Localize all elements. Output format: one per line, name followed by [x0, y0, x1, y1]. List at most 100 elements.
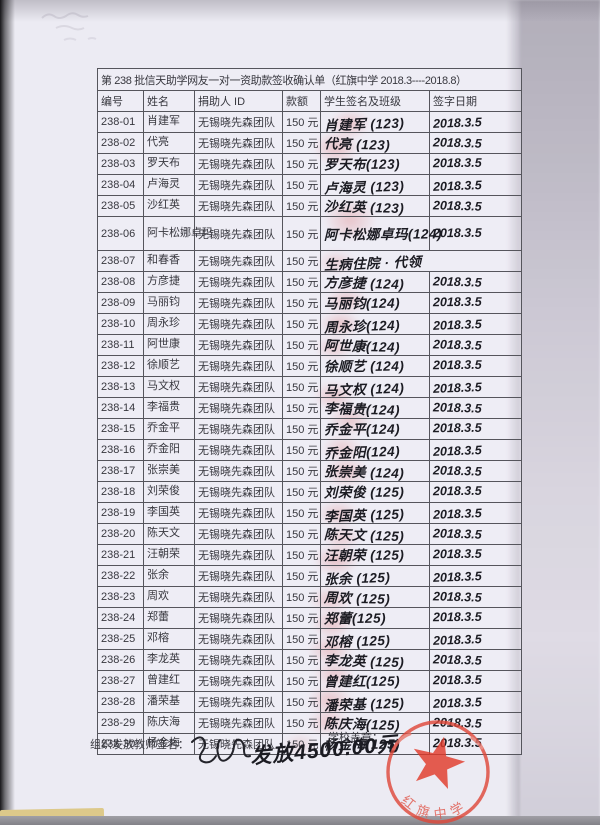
star-icon: [413, 736, 466, 790]
signature-date: 2018.3.5: [432, 135, 482, 151]
row-donor: 无锡晓先森团队: [194, 607, 283, 629]
table-row: 238-04 卢海灵 无锡晓先森团队 150 元 卢海灵 (123) 2018.…: [97, 174, 523, 197]
row-name: 潘荣基: [143, 691, 195, 713]
student-signature: 周欢 (125): [323, 590, 391, 607]
signature-date: 2018.3.5: [432, 400, 482, 416]
stamp-arc-text: 红旗中学: [397, 784, 472, 825]
row-amount: 150 元: [282, 376, 321, 398]
row-date-cell: 2018.3.5: [428, 586, 523, 608]
signature-date: 2018.3.5: [432, 420, 482, 436]
table-row: 238-30 杨金梅 无锡晓先森团队 150 元 杨金梅(125) 2018.3…: [97, 733, 523, 755]
row-signature-cell: 郑蕾(125): [320, 607, 430, 629]
student-signature: 阿卡松娜卓玛(124): [323, 225, 443, 243]
table-row: 238-08 方彦捷 无锡晓先森团队 150 元 方彦捷 (124) 2018.…: [97, 271, 523, 293]
row-id: 238-25: [97, 628, 144, 650]
student-signature: 徐顺艺 (124): [323, 358, 405, 375]
row-amount: 150 元: [282, 670, 321, 692]
row-amount: 150 元: [282, 502, 321, 524]
row-name: 周永珍: [143, 313, 195, 335]
student-signature: 罗天布(123): [323, 156, 401, 173]
row-id: 238-20: [97, 523, 144, 545]
signature-date: 2018.3.5: [432, 463, 482, 479]
row-amount: 150 元: [282, 628, 321, 650]
student-signature: 沙红英 (123): [323, 198, 405, 217]
row-amount: 150 元: [282, 544, 321, 566]
table-row: 238-23 周欢 无锡晓先森团队 150 元 周欢 (125) 2018.3.…: [97, 586, 523, 608]
row-signature-cell: 乔金阳(124): [320, 439, 430, 461]
scan-edge-bottom: [0, 816, 600, 825]
row-id: 238-21: [97, 544, 144, 566]
row-signature-cell: 方彦捷 (124): [320, 271, 430, 293]
row-name: 李国英: [143, 502, 195, 524]
row-donor: 无锡晓先森团队: [194, 586, 283, 608]
row-name: 陈庆海: [143, 712, 195, 734]
row-name: 阿卡松娜卓玛: [143, 216, 213, 251]
row-signature-cell: 卢海灵 (123): [320, 174, 430, 197]
row-name: 马文权: [143, 376, 195, 398]
row-signature-cell: 乔金平(124): [320, 418, 430, 440]
row-date-cell: 2018.3.5: [428, 691, 523, 713]
row-id: 238-07: [97, 250, 144, 272]
student-signature: 刘荣俊 (125): [323, 484, 405, 501]
scan-shadow-right: [506, 0, 600, 818]
row-date-cell: 2018.3.5: [428, 216, 523, 251]
table-row: 238-26 李龙英 无锡晓先森团队 150 元 李龙英 (125) 2018.…: [97, 649, 523, 671]
table-row: 238-14 李福贵 无锡晓先森团队 150 元 李福贵(124) 2018.3…: [97, 397, 523, 419]
signature-date: 2018.3.5: [432, 546, 482, 562]
table-row: 238-16 乔金阳 无锡晓先森团队 150 元 乔金阳(124) 2018.3…: [97, 439, 523, 461]
row-amount: 150 元: [282, 586, 321, 608]
row-name: 和春香: [143, 250, 195, 272]
row-id: 238-23: [97, 586, 144, 608]
row-donor: 无锡晓先森团队: [194, 313, 283, 335]
row-donor: 无锡晓先森团队: [194, 216, 283, 251]
row-donor: 无锡晓先森团队: [194, 195, 283, 217]
row-name: 张崇美: [143, 460, 195, 482]
signature-date: 2018.3.5: [432, 380, 482, 396]
row-signature-cell: 周永珍(124): [320, 313, 430, 335]
row-date-cell: 2018.3.5: [428, 439, 523, 461]
student-signature: 曾建红(125): [323, 673, 401, 690]
row-donor: 无锡晓先森团队: [194, 397, 283, 419]
school-seal-stamp: 红旗中学: [386, 720, 490, 825]
table-row: 238-10 周永珍 无锡晓先森团队 150 元 周永珍(124) 2018.3…: [97, 313, 523, 335]
signature-date: 2018.3.5: [432, 632, 482, 648]
row-signature-cell: 周欢 (125): [320, 586, 430, 608]
row-amount: 150 元: [282, 174, 321, 196]
header-date: 签字日期: [428, 90, 523, 112]
row-amount: 150 元: [282, 607, 321, 629]
row-name: 方彦捷: [143, 271, 195, 293]
row-date-cell: 2018.3.5: [428, 174, 523, 196]
row-name: 周欢: [143, 586, 195, 608]
row-date-cell: 2018.3.5: [428, 649, 523, 671]
confirmation-table: 第 238 批信天助学网友一对一资助款签收确认单（红旗中学 2018.3----…: [96, 68, 523, 755]
table-row: 238-25 邓榕 无锡晓先森团队 150 元 邓榕 (125) 2018.3.…: [97, 628, 523, 650]
row-id: 238-19: [97, 502, 144, 524]
document-title: 第 238 批信天助学网友一对一资助款签收确认单（红旗中学 2018.3----…: [96, 68, 523, 91]
row-signature-cell: 陈天文 (125): [320, 523, 430, 545]
student-signature: 卢海灵 (123): [323, 178, 405, 197]
row-signature-cell: 徐顺艺 (124): [320, 355, 430, 377]
row-donor: 无锡晓先森团队: [194, 502, 283, 524]
table-row: 238-12 徐顺艺 无锡晓先森团队 150 元 徐顺艺 (124) 2018.…: [97, 355, 523, 377]
student-signature: 郑蕾(125): [323, 610, 387, 627]
signature-date: 2018.3.5: [432, 589, 482, 605]
row-date-cell: 2018.3.5: [428, 397, 523, 419]
row-donor: 无锡晓先森团队: [194, 174, 283, 196]
row-name: 陈天文: [143, 523, 195, 545]
row-date-cell: 2018.3.5: [428, 523, 523, 545]
row-signature-cell: 李国英 (125): [320, 502, 430, 524]
row-id: 238-06: [97, 216, 144, 251]
row-signature-cell: 李福贵(124): [320, 397, 430, 419]
scan-shadow-top: [0, 0, 600, 22]
student-signature: 李龙英 (125): [323, 652, 405, 671]
row-id: 238-14: [97, 397, 144, 419]
student-signature: 马文权 (124): [323, 380, 405, 399]
table-row: 238-05 沙红英 无锡晓先森团队 150 元 沙红英 (123) 2018.…: [97, 195, 523, 217]
row-id: 238-03: [97, 153, 144, 175]
row-amount: 150 元: [282, 271, 321, 293]
row-amount: 150 元: [282, 460, 321, 482]
table-row: 238-03 罗天布 无锡晓先森团队 150 元 罗天布(123) 2018.3…: [97, 153, 523, 175]
header-amount: 款额: [282, 90, 321, 112]
student-signature: 代亮 (123): [323, 136, 391, 153]
row-signature-cell: 汪朝荣 (125): [320, 544, 430, 566]
